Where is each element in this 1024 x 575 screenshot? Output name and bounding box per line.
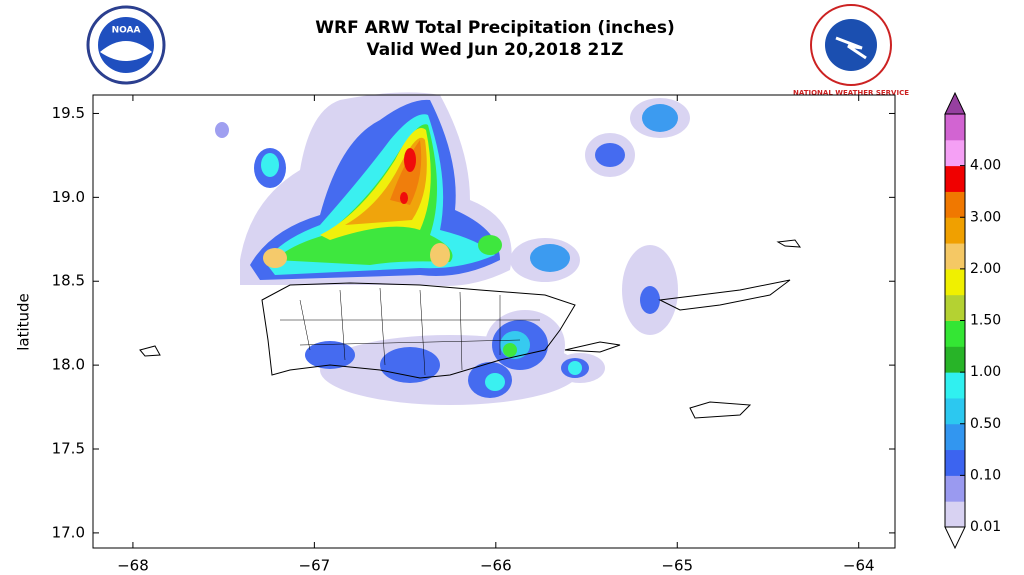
colorbar-segment: [945, 346, 965, 373]
colorbar-segment: [945, 320, 965, 347]
colorbar-label: 0.01: [970, 519, 1001, 535]
title: WRF ARW Total Precipitation (inches): [315, 18, 674, 38]
y-tick-label: 18.5: [52, 272, 85, 290]
colorbar: 0.01 0.10 0.50 1.00 1.50 2.00 3.00 4.00: [944, 91, 1001, 550]
colorbar-segment: [945, 423, 965, 451]
y-tick-label: 17.0: [52, 523, 85, 541]
y-tick-label: 19.0: [52, 188, 85, 206]
colorbar-extension: [944, 526, 966, 550]
x-tick-label: −64: [843, 557, 875, 575]
logo-text: NATIONAL WEATHER SERVICE: [793, 89, 909, 97]
nws-logo: NATIONAL WEATHER SERVICE: [793, 4, 909, 97]
colorbar-label: 1.50: [970, 313, 1001, 329]
colorbar-segment: [945, 475, 965, 502]
colorbar-segment: [945, 191, 965, 218]
colorbar-label: 1.00: [970, 364, 1001, 380]
subtitle: Valid Wed Jun 20,2018 21Z: [367, 40, 624, 60]
y-axis-label: latitude: [15, 293, 33, 351]
colorbar-label: 4.00: [970, 158, 1001, 174]
x-tick-label: −66: [480, 557, 512, 575]
x-tick-label: −67: [299, 557, 331, 575]
colorbar-segment: [945, 372, 965, 399]
x-tick-label: −65: [661, 557, 693, 575]
colorbar-segment: [945, 501, 965, 528]
colorbar-segment: [945, 114, 965, 141]
colorbar-segment: [945, 139, 965, 167]
y-tick-label: 19.5: [52, 104, 85, 122]
y-tick-label: 17.5: [52, 440, 85, 458]
colorbar-segment: [945, 165, 965, 192]
colorbar-label: 3.00: [970, 209, 1001, 225]
colorbar-segment: [945, 217, 965, 244]
colorbar-label: 0.10: [970, 467, 1001, 483]
y-tick-label: 18.0: [52, 356, 85, 374]
plot-area: [92, 92, 896, 549]
precip-field: [215, 92, 690, 405]
colorbar-segment: [945, 268, 965, 296]
noaa-logo: NOAA: [86, 5, 166, 85]
colorbar-segment: [945, 397, 965, 425]
coastline: [139, 239, 802, 419]
colorbar-label: 2.00: [970, 261, 1001, 277]
logo-text: NOAA: [112, 26, 141, 36]
colorbar-extension: [944, 91, 966, 115]
x-tick-label: −68: [117, 557, 149, 575]
colorbar-label: 0.50: [970, 416, 1001, 432]
colorbar-segment: [945, 243, 965, 270]
colorbar-segment: [945, 294, 965, 321]
colorbar-segment: [945, 449, 965, 476]
